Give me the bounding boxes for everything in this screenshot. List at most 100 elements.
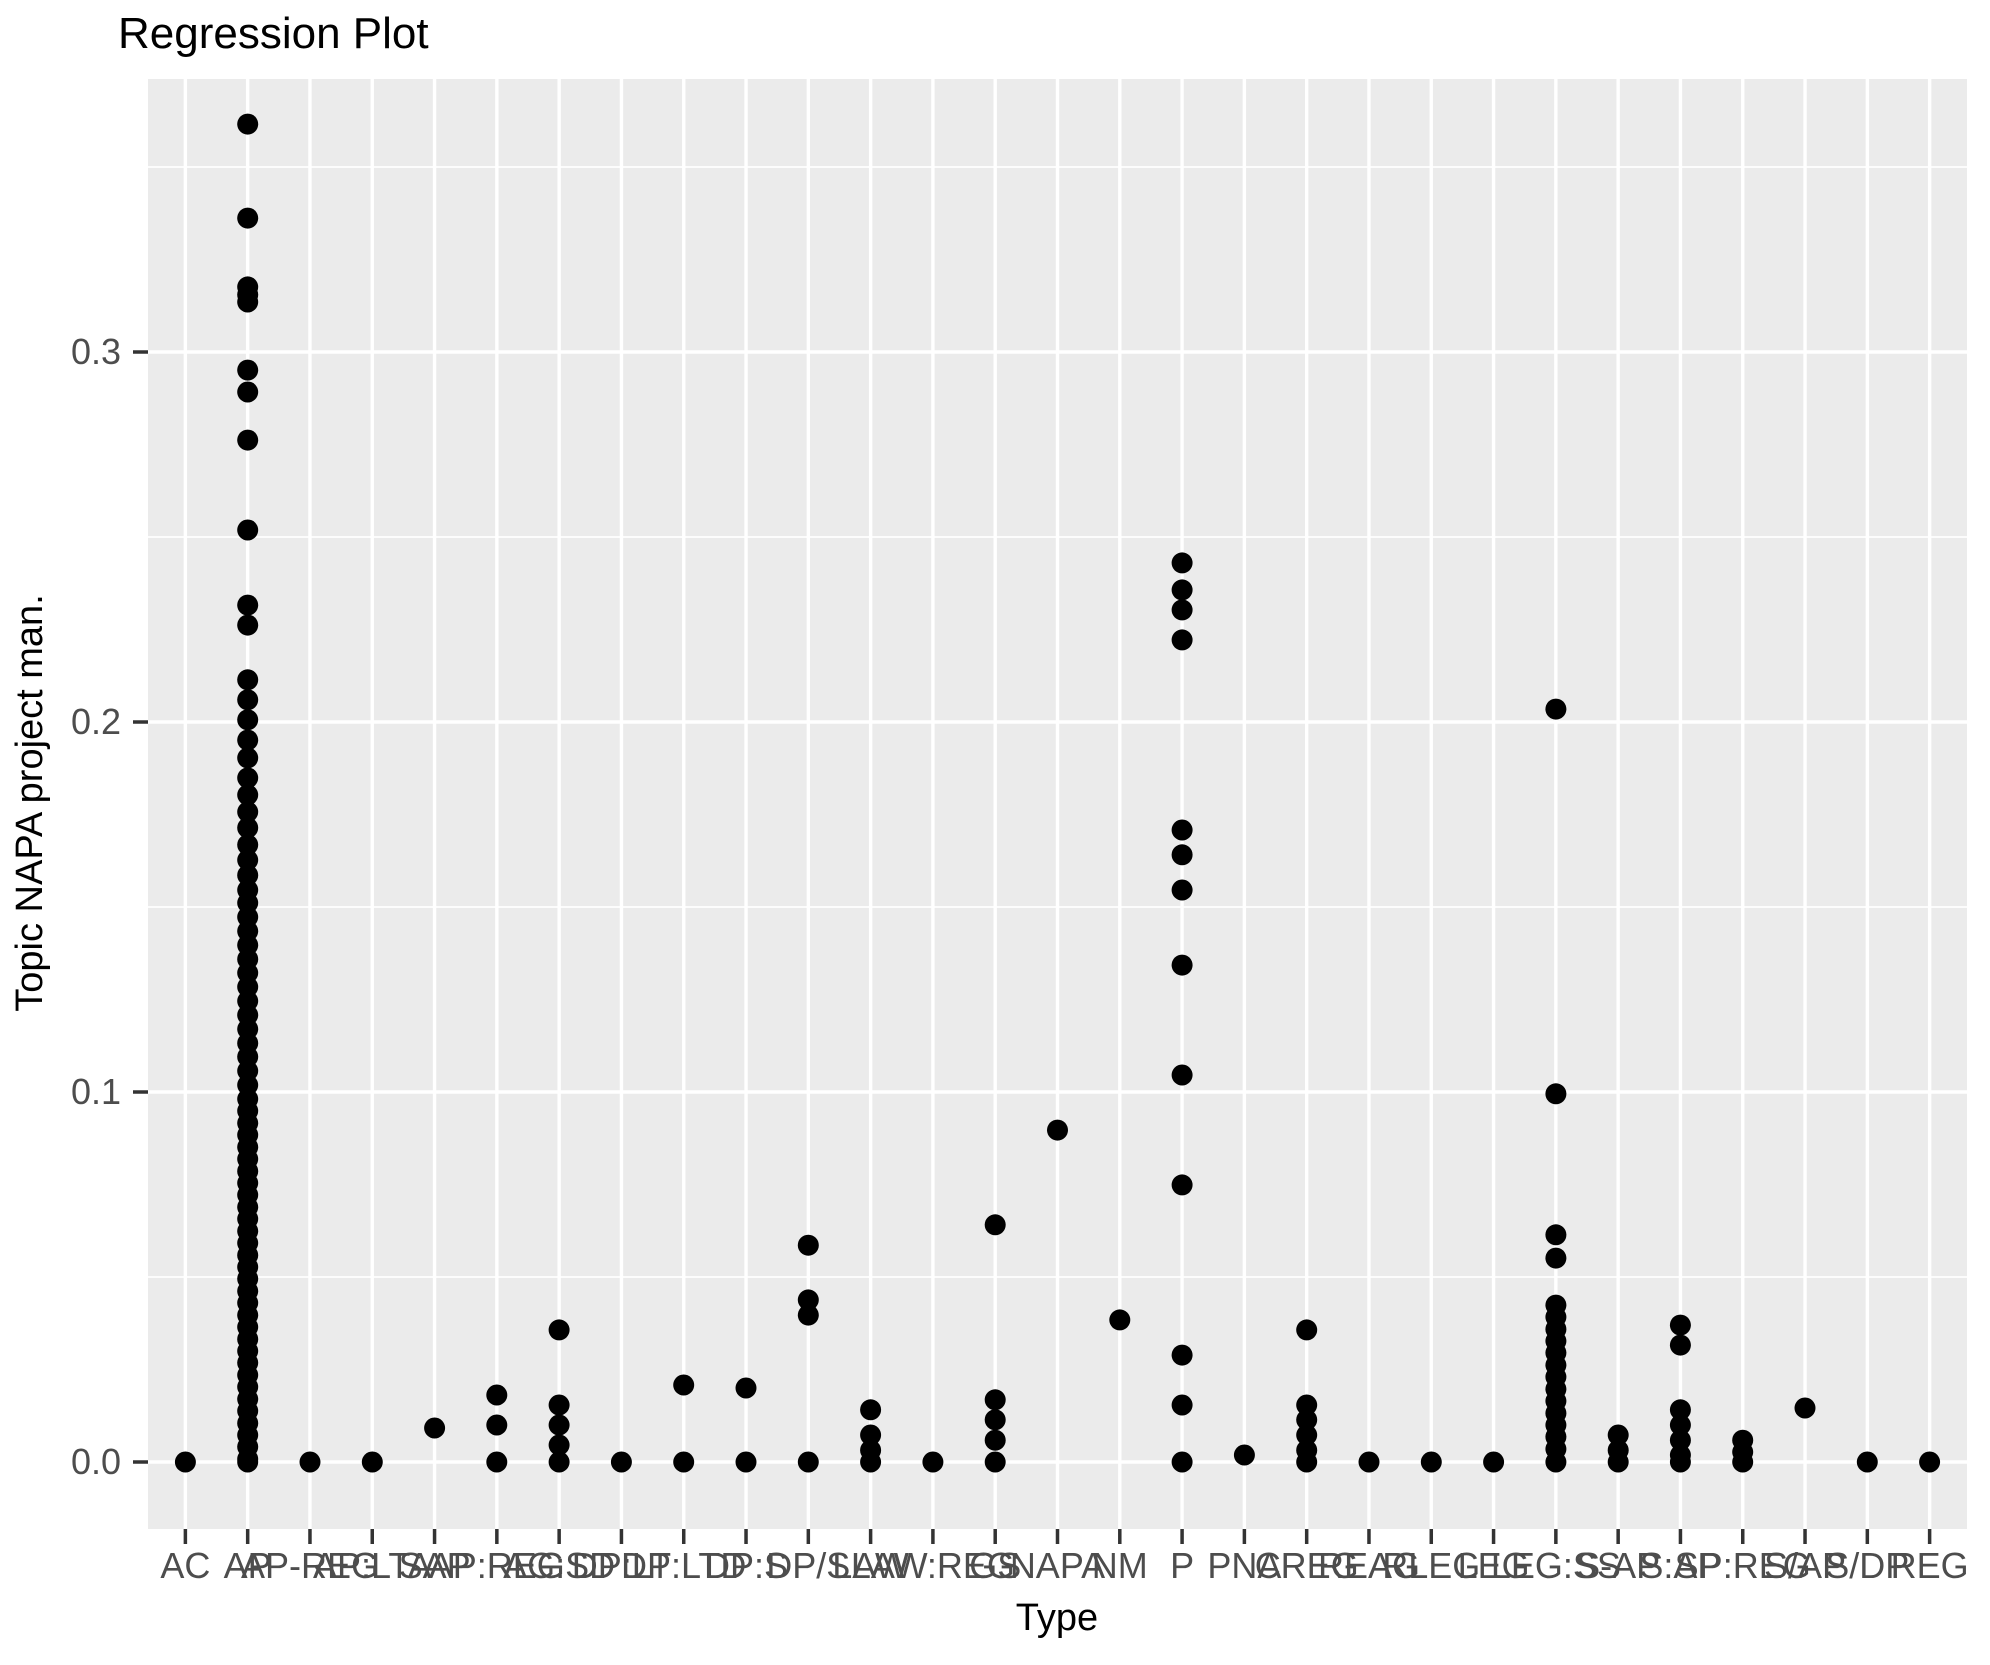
data-point bbox=[735, 1377, 757, 1399]
data-point bbox=[548, 1394, 570, 1416]
data-point bbox=[797, 1234, 819, 1256]
x-axis-title: Type bbox=[1016, 1597, 1098, 1639]
y-tick-label: 0.3 bbox=[71, 331, 121, 372]
data-point bbox=[984, 1214, 1006, 1236]
x-tick-label: S/AP bbox=[1764, 1545, 1846, 1586]
x-tick-label: S:AP bbox=[1639, 1545, 1721, 1586]
x-tick-label: RLEG bbox=[1382, 1545, 1480, 1586]
data-point bbox=[735, 1451, 757, 1473]
data-point bbox=[984, 1389, 1006, 1411]
data-point bbox=[237, 784, 259, 806]
data-point bbox=[984, 1429, 1006, 1451]
data-point bbox=[299, 1451, 321, 1473]
data-point bbox=[1545, 1247, 1567, 1269]
data-point bbox=[1171, 879, 1193, 901]
x-tick-label: REAG bbox=[1318, 1545, 1420, 1586]
data-point bbox=[922, 1451, 944, 1473]
data-point bbox=[237, 594, 259, 616]
data-point bbox=[237, 817, 259, 839]
data-point bbox=[1545, 1451, 1567, 1473]
data-point bbox=[984, 1409, 1006, 1431]
data-point bbox=[1545, 1224, 1567, 1246]
x-tick-label: SAP bbox=[399, 1545, 471, 1586]
data-point bbox=[237, 801, 259, 823]
x-axis-tick-labels: AC APAP-REGAP:LTASAPAP:REGAG:SDDP:LTDP:LT… bbox=[160, 1545, 1968, 1586]
data-point bbox=[237, 689, 259, 711]
data-point bbox=[860, 1451, 882, 1473]
x-tick-label: PNA bbox=[1207, 1545, 1281, 1586]
data-point bbox=[237, 1451, 259, 1473]
data-point bbox=[1171, 1394, 1193, 1416]
x-tick-label: AP bbox=[224, 1545, 272, 1586]
data-point bbox=[1607, 1424, 1629, 1446]
data-point bbox=[1919, 1451, 1941, 1473]
data-point bbox=[1669, 1414, 1691, 1436]
data-point bbox=[1669, 1399, 1691, 1421]
data-point bbox=[797, 1451, 819, 1473]
x-tick-label: DP:LTD bbox=[621, 1545, 746, 1586]
data-point bbox=[237, 864, 259, 886]
data-point bbox=[1607, 1451, 1629, 1473]
x-tick-label: SP:REG bbox=[1675, 1545, 1811, 1586]
data-point bbox=[1669, 1334, 1691, 1356]
data-point bbox=[1171, 629, 1193, 651]
data-point bbox=[1669, 1429, 1691, 1451]
data-point bbox=[1794, 1397, 1816, 1419]
data-point bbox=[1296, 1409, 1318, 1431]
data-point bbox=[548, 1414, 570, 1436]
x-tick-label: AP:LTA bbox=[313, 1545, 432, 1586]
data-point bbox=[237, 291, 259, 313]
data-point bbox=[1296, 1319, 1318, 1341]
data-point bbox=[1545, 1083, 1567, 1105]
data-point bbox=[174, 1451, 196, 1473]
data-point bbox=[1171, 1174, 1193, 1196]
data-point bbox=[361, 1451, 383, 1473]
data-point bbox=[673, 1451, 695, 1473]
data-point bbox=[984, 1451, 1006, 1473]
data-point bbox=[237, 669, 259, 691]
data-point bbox=[1358, 1451, 1380, 1473]
x-tick-label: LEG:SS bbox=[1491, 1545, 1621, 1586]
x-tick-label: CREG bbox=[1255, 1545, 1359, 1586]
data-points-layer bbox=[174, 113, 1941, 1473]
data-point bbox=[673, 1374, 695, 1396]
x-tick-label: AC bbox=[160, 1545, 210, 1586]
x-tick-label: P bbox=[1170, 1545, 1194, 1586]
data-point bbox=[237, 359, 259, 381]
data-point bbox=[1420, 1451, 1442, 1473]
x-tick-label: S-AP bbox=[1576, 1545, 1660, 1586]
axis-tick-marks bbox=[133, 350, 1932, 1544]
x-tick-label: GS bbox=[969, 1545, 1021, 1586]
data-point bbox=[1109, 1309, 1131, 1331]
data-point bbox=[237, 767, 259, 789]
x-tick-label: DP:S bbox=[704, 1545, 788, 1586]
data-point bbox=[237, 113, 259, 135]
data-point bbox=[1171, 579, 1193, 601]
data-point bbox=[860, 1424, 882, 1446]
x-tick-label: REG bbox=[1891, 1545, 1969, 1586]
data-point bbox=[548, 1451, 570, 1473]
data-point bbox=[797, 1289, 819, 1311]
data-point bbox=[237, 849, 259, 871]
data-point bbox=[1483, 1451, 1505, 1473]
data-point bbox=[1669, 1451, 1691, 1473]
data-point bbox=[1047, 1119, 1068, 1141]
x-tick-label: DP:LT bbox=[572, 1545, 671, 1586]
data-point bbox=[548, 1434, 570, 1456]
data-point bbox=[1545, 698, 1567, 720]
data-point bbox=[486, 1451, 508, 1473]
x-tick-label: S/DP bbox=[1825, 1545, 1909, 1586]
data-point bbox=[1171, 552, 1193, 574]
y-tick-label: 0.1 bbox=[71, 1071, 121, 1112]
data-point bbox=[237, 709, 259, 731]
data-point bbox=[610, 1451, 632, 1473]
y-axis-tick-labels: 0.0 0.1 0.2 0.3 bbox=[71, 331, 121, 1482]
data-point bbox=[1171, 1344, 1193, 1366]
data-point bbox=[237, 614, 259, 636]
data-point bbox=[797, 1304, 819, 1326]
data-point bbox=[237, 519, 259, 541]
data-point bbox=[486, 1384, 508, 1406]
data-point bbox=[1171, 819, 1193, 841]
y-tick-label: 0.2 bbox=[71, 701, 121, 742]
data-point bbox=[486, 1414, 508, 1436]
